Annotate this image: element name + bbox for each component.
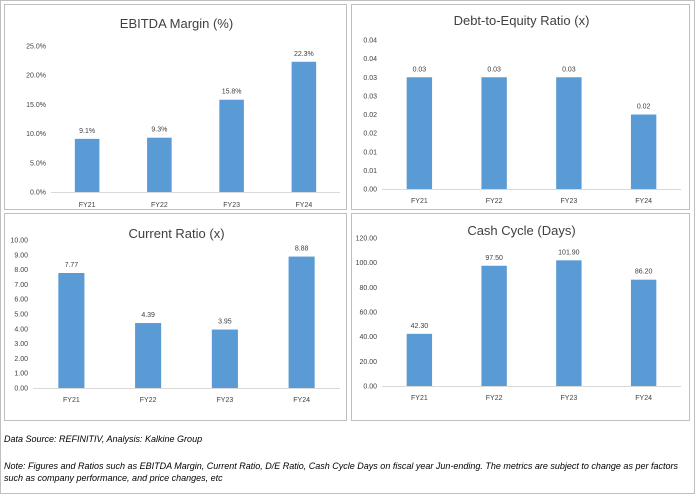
y-tick-label: 1.00 — [14, 371, 28, 378]
y-tick-label: 0.0% — [30, 190, 46, 197]
bar-fy22 — [481, 77, 507, 189]
bar-fy23 — [219, 99, 244, 192]
bar-fy23 — [556, 260, 582, 386]
y-tick-label: 20.00 — [359, 359, 377, 366]
bar-fy21 — [74, 138, 100, 192]
chart-panel-de: Debt-to-Equity Ratio (x) 0.00 0.01 0.01 0.02… — [351, 4, 690, 210]
y-tick-label: 25.0% — [26, 44, 46, 51]
y-tick-label: 2.00 — [14, 356, 28, 363]
x-tick-label: FY24 — [635, 395, 652, 402]
y-tick-label: 0.00 — [363, 384, 377, 391]
bar-fy21 — [58, 273, 85, 388]
data-label: 0.03 — [562, 66, 576, 73]
chart-title: Current Ratio (x) — [128, 226, 224, 241]
x-tick-label: FY22 — [151, 202, 168, 209]
y-tick-label: 0.01 — [363, 149, 377, 156]
data-label: 4.39 — [141, 312, 155, 319]
y-tick-label: 8.00 — [14, 267, 28, 274]
x-tick-label: FY23 — [223, 202, 240, 209]
data-label: 8.88 — [295, 246, 309, 253]
data-label: 7.77 — [65, 262, 79, 269]
data-label: 42.30 — [411, 323, 429, 330]
y-tick-label: 10.0% — [26, 131, 46, 138]
bar-fy21 — [406, 333, 433, 386]
y-tick-label: 0.01 — [363, 168, 377, 175]
chart-panel-ebitda: EBITDA Margin (%) 0.0% 5.0% 10.0% 15.0% 20.0%… — [4, 4, 347, 210]
chart-panel-current: Current Ratio (x) 0.00 1.00 2.00 3.00 4.00 5.0… — [4, 213, 347, 421]
bar-fy22 — [147, 137, 172, 192]
data-label: 0.03 — [413, 66, 427, 73]
data-label: 0.03 — [487, 66, 501, 73]
x-tick-label: FY21 — [411, 395, 428, 402]
y-tick-label: 3.00 — [14, 341, 28, 348]
x-tick-label: FY24 — [293, 397, 310, 404]
y-tick-label: 120.00 — [356, 236, 378, 243]
data-label: 0.02 — [637, 104, 651, 111]
y-tick-label: 0.02 — [363, 112, 377, 119]
y-tick-label: 100.00 — [356, 260, 378, 267]
data-label: 15.8% — [222, 89, 242, 96]
chart-title: EBITDA Margin (%) — [120, 16, 233, 31]
y-tick-label: 9.00 — [14, 252, 28, 259]
data-label: 22.3% — [294, 51, 314, 58]
x-tick-label: FY21 — [411, 198, 428, 205]
y-tick-label: 0.00 — [14, 386, 28, 393]
bar-fy23 — [556, 77, 582, 189]
x-tick-label: FY23 — [217, 397, 234, 404]
x-tick-label: FY22 — [486, 198, 503, 205]
x-tick-label: FY22 — [486, 395, 503, 402]
x-tick-label: FY24 — [635, 198, 652, 205]
chart-current: Current Ratio (x) 0.00 1.00 2.00 3.00 4.00 5.0… — [10, 226, 340, 404]
y-tick-label: 80.00 — [359, 285, 377, 292]
x-tick-label: FY24 — [296, 202, 313, 209]
chart-ebitda: EBITDA Margin (%) 0.0% 5.0% 10.0% 15.0% 20.0%… — [26, 16, 340, 209]
y-tick-label: 6.00 — [14, 297, 28, 304]
chart-de: Debt-to-Equity Ratio (x) 0.00 0.01 0.01 0.02… — [363, 13, 681, 205]
y-tick-label: 5.00 — [14, 312, 28, 319]
y-tick-label: 10.00 — [10, 238, 28, 245]
bar-fy23 — [211, 329, 238, 388]
methodology-note: Note: Figures and Ratios such as EBITDA … — [4, 461, 678, 483]
x-tick-label: FY21 — [79, 202, 96, 209]
chart-title: Cash Cycle (Days) — [467, 223, 575, 238]
y-tick-label: 60.00 — [359, 310, 377, 317]
bar-fy24 — [630, 114, 657, 189]
y-tick-label: 40.00 — [359, 334, 377, 341]
data-label: 86.20 — [635, 269, 653, 276]
bar-fy21 — [406, 77, 433, 189]
data-label: 9.1% — [79, 128, 95, 135]
x-tick-label: FY23 — [561, 198, 578, 205]
bar-fy22 — [481, 265, 507, 386]
y-tick-label: 0.00 — [363, 187, 377, 194]
y-tick-label: 15.0% — [26, 102, 46, 109]
bar-fy22 — [135, 323, 162, 388]
data-label: 97.50 — [485, 255, 503, 262]
bar-fy24 — [291, 61, 317, 192]
y-tick-label: 0.03 — [363, 75, 377, 82]
y-tick-label: 0.02 — [363, 131, 377, 138]
bar-fy24 — [288, 256, 315, 388]
y-tick-label: 0.04 — [363, 56, 377, 63]
y-tick-label: 0.04 — [363, 38, 377, 45]
y-tick-label: 0.03 — [363, 93, 377, 100]
x-tick-label: FY21 — [63, 397, 80, 404]
y-tick-label: 7.00 — [14, 282, 28, 289]
chart-title: Debt-to-Equity Ratio (x) — [454, 13, 590, 28]
chart-cash: Cash Cycle (Days) 0.00 20.00 40.00 60.00 80.0… — [356, 223, 681, 402]
chart-panel-cash: Cash Cycle (Days) 0.00 20.00 40.00 60.00 80.0… — [351, 213, 690, 421]
data-source-note: Data Source: REFINITIV, Analysis: Kalkin… — [4, 434, 203, 444]
data-label: 3.95 — [218, 319, 232, 326]
data-label: 101.90 — [558, 249, 580, 256]
y-tick-label: 4.00 — [14, 326, 28, 333]
x-tick-label: FY22 — [140, 397, 157, 404]
y-tick-label: 5.0% — [30, 160, 46, 167]
bar-fy24 — [630, 279, 657, 386]
data-label: 9.3% — [151, 127, 167, 134]
x-tick-label: FY23 — [561, 395, 578, 402]
y-tick-label: 20.0% — [26, 73, 46, 80]
